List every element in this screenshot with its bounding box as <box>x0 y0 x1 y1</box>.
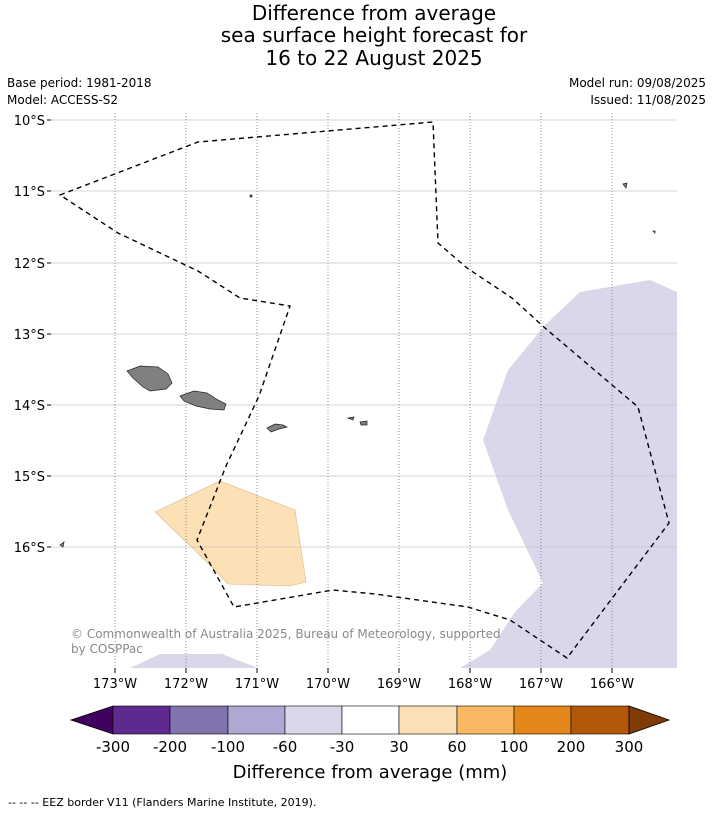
negative-anomaly-region-east <box>460 280 677 668</box>
lon-label-170w: 170°W <box>306 677 350 692</box>
map-area <box>130 280 677 668</box>
lat-label-13s: 13°S <box>14 328 45 343</box>
model-label: Model: ACCESS-S2 <box>7 93 119 107</box>
lon-label-172w: 172°W <box>164 677 208 692</box>
lon-label-169w: 169°W <box>377 677 421 692</box>
colorbar-title: Difference from average (mm) <box>233 762 508 783</box>
colorbar-segment <box>112 705 171 735</box>
copyright-notice: © Commonwealth of Australia 2025, Bureau… <box>71 627 501 656</box>
latitude-gridlines <box>51 119 677 548</box>
island-upolu <box>179 390 227 411</box>
colorbar-tick-label: -30 <box>330 738 355 756</box>
lat-tick-marks <box>47 119 51 548</box>
island-small-nw <box>249 194 253 198</box>
colorbar-tick-label: -100 <box>211 738 245 756</box>
colorbar-tick-label: -300 <box>96 738 130 756</box>
longitude-gridlines <box>114 113 613 668</box>
island-small-w <box>59 541 65 548</box>
eez-border-samoa <box>58 121 670 659</box>
colorbar-segment <box>398 705 458 735</box>
lon-label-166w: 166°W <box>590 677 634 692</box>
lat-label-16s: 16°S <box>14 541 45 556</box>
colorbar-segment <box>513 705 572 735</box>
eez-legend-note: -- -- -- EEZ border V11 (Flanders Marine… <box>8 796 317 809</box>
island-savaii <box>126 365 173 392</box>
copyright-line-2: by COSPPac <box>71 642 143 656</box>
colorbar-tick-label: 100 <box>500 738 529 756</box>
base-period-label: Base period: 1981-2018 <box>7 76 152 90</box>
colorbar-segment <box>169 705 229 735</box>
colorbar-tick-label: 30 <box>389 738 408 756</box>
title-line-2: sea surface height forecast for <box>220 23 528 47</box>
island-tutuila <box>266 423 289 433</box>
issued-label: Issued: 11/08/2025 <box>590 93 706 107</box>
colorbar-tick-label: -60 <box>273 738 298 756</box>
title-line-3: 16 to 22 August 2025 <box>265 46 483 70</box>
colorbar-tick-label: -200 <box>153 738 187 756</box>
island-tau <box>359 420 368 426</box>
colorbar-tick-label: 60 <box>447 738 466 756</box>
colorbar-extension-high <box>628 705 671 735</box>
lat-label-10s: 10°S <box>14 114 45 129</box>
eez-borders <box>58 121 670 659</box>
lon-label-167w: 167°W <box>519 677 563 692</box>
lat-label-12s: 12°S <box>14 257 45 272</box>
island-ofu <box>346 416 355 421</box>
lon-tick-marks <box>114 668 613 673</box>
forecast-map: 10°S 11°S 12°S 13°S 14°S 15°S 16°S 173°W… <box>14 113 677 783</box>
lat-label-11s: 11°S <box>14 185 45 200</box>
colorbar-segment <box>570 705 630 735</box>
model-run-label: Model run: 09/08/2025 <box>568 76 706 90</box>
negative-anomaly-region-south <box>130 654 258 668</box>
lon-label-168w: 168°W <box>448 677 492 692</box>
colorbar <box>69 705 671 735</box>
colorbar-tick-label: 300 <box>615 738 644 756</box>
latitude-labels: 10°S 11°S 12°S 13°S 14°S 15°S 16°S <box>14 114 45 556</box>
lon-label-171w: 171°W <box>235 677 279 692</box>
colorbar-segment <box>456 705 515 735</box>
positive-anomaly-region <box>154 480 307 587</box>
lon-label-173w: 173°W <box>93 677 137 692</box>
colorbar-tick-label: 200 <box>557 738 586 756</box>
land-masses <box>59 182 656 548</box>
copyright-line-1: © Commonwealth of Australia 2025, Bureau… <box>71 627 501 641</box>
colorbar-segment <box>341 705 400 735</box>
colorbar-segment <box>227 705 286 735</box>
colorbar-labels: -300 -200 -100 -60 -30 30 60 100 200 300 <box>96 738 643 756</box>
title-line-1: Difference from average <box>251 1 497 25</box>
lat-label-14s: 14°S <box>14 399 45 414</box>
longitude-labels: 173°W 172°W 171°W 170°W 169°W 168°W 167°… <box>93 677 634 692</box>
island-small-ne <box>622 182 628 189</box>
lat-label-15s: 15°S <box>14 470 45 485</box>
colorbar-segment <box>284 705 343 735</box>
island-small-e <box>652 230 656 234</box>
colorbar-extension-low <box>69 705 114 735</box>
